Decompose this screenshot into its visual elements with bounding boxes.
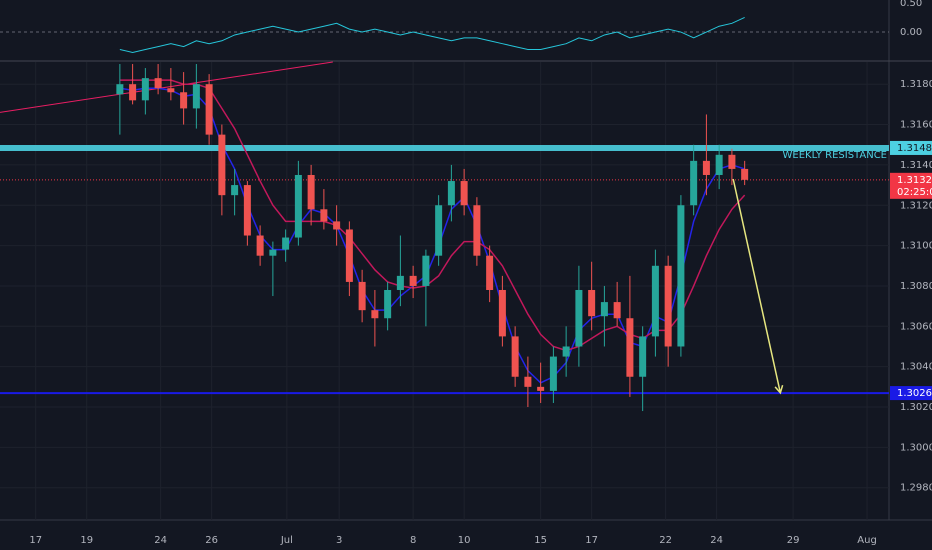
x-tick-label: 24 — [710, 535, 723, 546]
y-tick-label: 1.31800 — [900, 79, 932, 90]
x-tick-label: Aug — [857, 535, 877, 546]
price-label: 1.31484 — [897, 143, 932, 154]
x-tick-label: 24 — [154, 535, 167, 546]
candle-body — [218, 134, 226, 196]
candle-body — [651, 265, 659, 337]
last-price-label: 1.31326 — [897, 175, 932, 186]
candle-body — [371, 310, 379, 319]
x-tick-label: 17 — [29, 535, 42, 546]
candle-body — [282, 237, 290, 250]
price-label: 1.30269 — [897, 388, 932, 399]
x-tick-label: 19 — [80, 535, 93, 546]
candle-body — [180, 92, 188, 109]
y-tick-label: 1.29800 — [900, 483, 932, 494]
candle-body — [741, 168, 749, 180]
candle-body — [460, 181, 468, 206]
y-tick-label: 1.30000 — [900, 442, 932, 453]
candle-body — [702, 160, 710, 175]
candle-body — [549, 356, 557, 391]
oscillator-line — [119, 17, 745, 53]
candle-body — [409, 275, 417, 286]
countdown-label: 02:25:05 — [897, 187, 932, 198]
candle-body — [498, 289, 506, 337]
x-tick-label: 15 — [534, 535, 547, 546]
candle-body — [626, 318, 634, 377]
candle-body — [243, 185, 251, 236]
candle-body — [562, 346, 570, 357]
projection-arrow — [732, 178, 782, 394]
candle-body — [639, 336, 647, 377]
y-tick-label: 1.31200 — [900, 200, 932, 211]
trend-line — [0, 61, 333, 113]
candle-body — [256, 235, 264, 256]
x-tick-label: 29 — [787, 535, 800, 546]
y-tick-label: 0.50 — [900, 0, 922, 9]
y-tick-label: 1.31600 — [900, 120, 932, 131]
candle-body — [435, 205, 443, 256]
y-tick-label: 1.31000 — [900, 241, 932, 252]
price-label-box — [890, 386, 932, 401]
candle-body — [600, 302, 608, 317]
candle-body — [486, 255, 494, 290]
last-price-box — [890, 172, 932, 199]
candle-body — [511, 336, 519, 377]
candle-body — [358, 281, 366, 311]
y-tick-label: 1.31400 — [900, 160, 932, 171]
y-tick-label: 1.30800 — [900, 281, 932, 292]
x-tick-label: 22 — [659, 535, 672, 546]
candle-body — [141, 78, 149, 101]
candle-body — [307, 174, 315, 210]
y-tick-label: 1.30600 — [900, 321, 932, 332]
x-tick-label: 10 — [458, 535, 471, 546]
candle-body — [524, 376, 532, 387]
candle-body — [129, 84, 137, 101]
candle-body — [396, 275, 404, 290]
price-label-box — [890, 140, 932, 155]
candle-body — [537, 386, 545, 391]
candle-body — [728, 154, 736, 169]
level-label: WEEKLY RESISTANCE — [783, 150, 887, 161]
candle-body — [715, 154, 723, 175]
candle-body — [384, 289, 392, 319]
x-tick-label: 8 — [410, 535, 416, 546]
candle-body — [116, 84, 124, 95]
candle-body — [588, 289, 596, 317]
y-tick-label: 1.30400 — [900, 362, 932, 373]
arrow-head — [774, 384, 784, 395]
candle-body — [575, 289, 583, 347]
candle-body — [192, 84, 200, 109]
x-tick-label: Jul — [280, 535, 293, 546]
candle-body — [345, 229, 353, 282]
y-tick-label: 0.00 — [900, 27, 922, 38]
candle-body — [422, 255, 430, 286]
candle-body — [269, 249, 277, 256]
candle-body — [154, 78, 162, 89]
y-tick-label: 1.30200 — [900, 402, 932, 413]
candle-body — [447, 181, 455, 206]
candle-body — [231, 185, 239, 196]
candle-body — [690, 160, 698, 206]
candle-body — [320, 209, 328, 222]
x-tick-label: 3 — [336, 535, 342, 546]
candle-body — [473, 205, 481, 256]
candle-body — [333, 221, 341, 230]
candle-body — [664, 265, 672, 347]
candle-body — [613, 302, 621, 319]
candle-body — [205, 84, 213, 135]
candle-body — [167, 88, 175, 93]
candle-body — [294, 174, 302, 238]
candle-body — [677, 205, 685, 347]
x-tick-label: 17 — [585, 535, 598, 546]
x-tick-label: 26 — [205, 535, 218, 546]
